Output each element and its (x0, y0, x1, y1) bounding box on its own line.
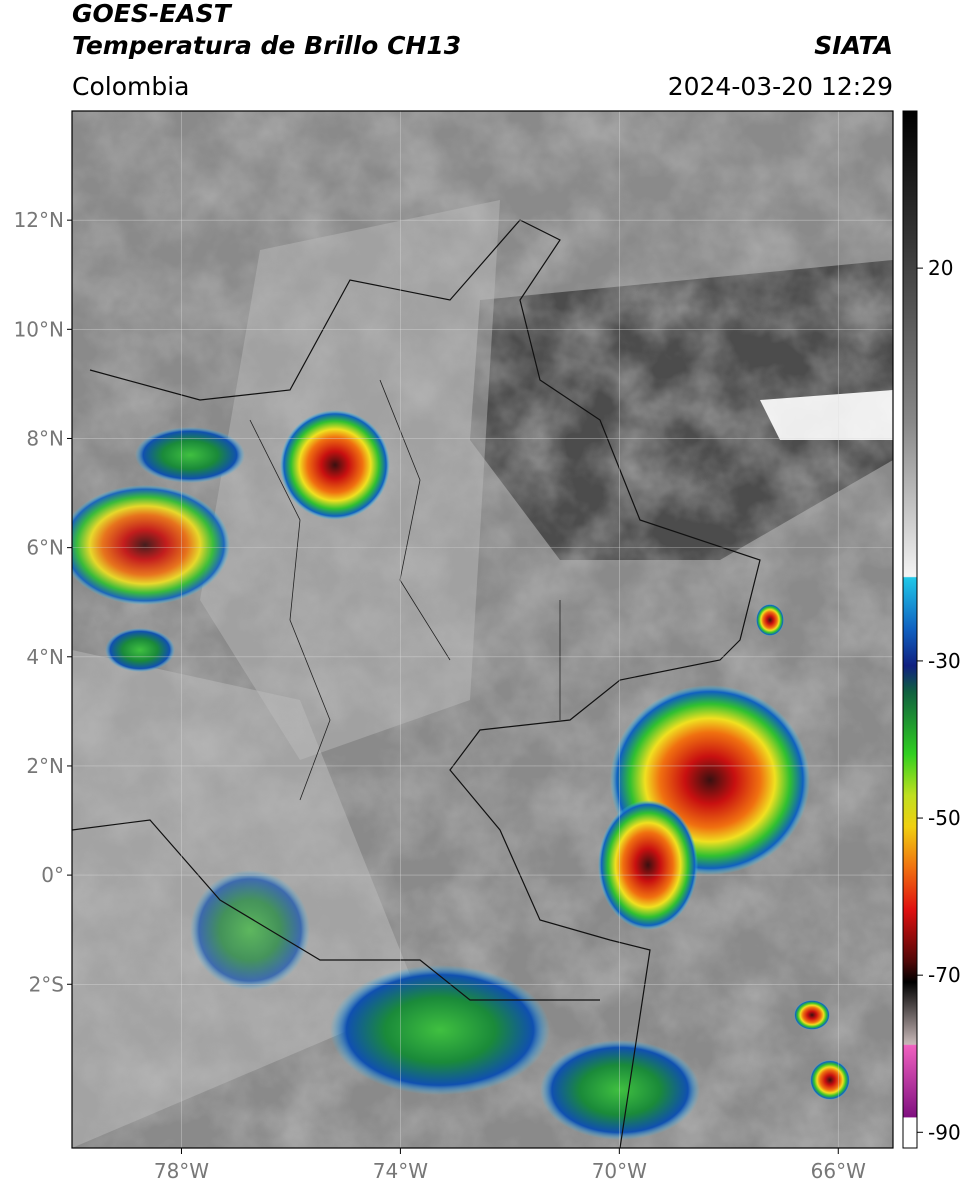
colorbar-tick-label: -70 (928, 963, 961, 987)
lon-tick-label: 66°W (811, 1159, 866, 1183)
subtitle: Temperatura de Brillo CH13 (72, 31, 461, 60)
colorbar-tick-label: -90 (928, 1120, 961, 1144)
title: GOES-EAST (72, 0, 233, 28)
colorbar (902, 110, 918, 1149)
map-frame (71, 110, 894, 1149)
colorbar-tick-label: -50 (928, 806, 961, 830)
datetime: 2024-03-20 12:29 (668, 72, 893, 101)
satellite-image (72, 111, 893, 1148)
lat-tick-label: 0° (41, 863, 64, 887)
source: SIATA (814, 31, 893, 60)
lat-tick-label: 4°N (26, 645, 64, 669)
lat-tick-label: 2°N (26, 754, 64, 778)
lon-tick-label: 78°W (154, 1159, 209, 1183)
colorbar-tick-label: -30 (928, 649, 961, 673)
lat-tick-label: 10°N (14, 317, 64, 341)
region: Colombia (72, 72, 189, 101)
lat-tick-label: 6°N (26, 536, 64, 560)
lat-tick-label: 2°S (29, 972, 64, 996)
lat-tick-label: 12°N (14, 208, 64, 232)
colorbar-tick-label: 20 (928, 256, 953, 280)
lat-tick-label: 8°N (26, 426, 64, 450)
lon-tick-label: 70°W (592, 1159, 647, 1183)
lon-tick-label: 74°W (373, 1159, 428, 1183)
